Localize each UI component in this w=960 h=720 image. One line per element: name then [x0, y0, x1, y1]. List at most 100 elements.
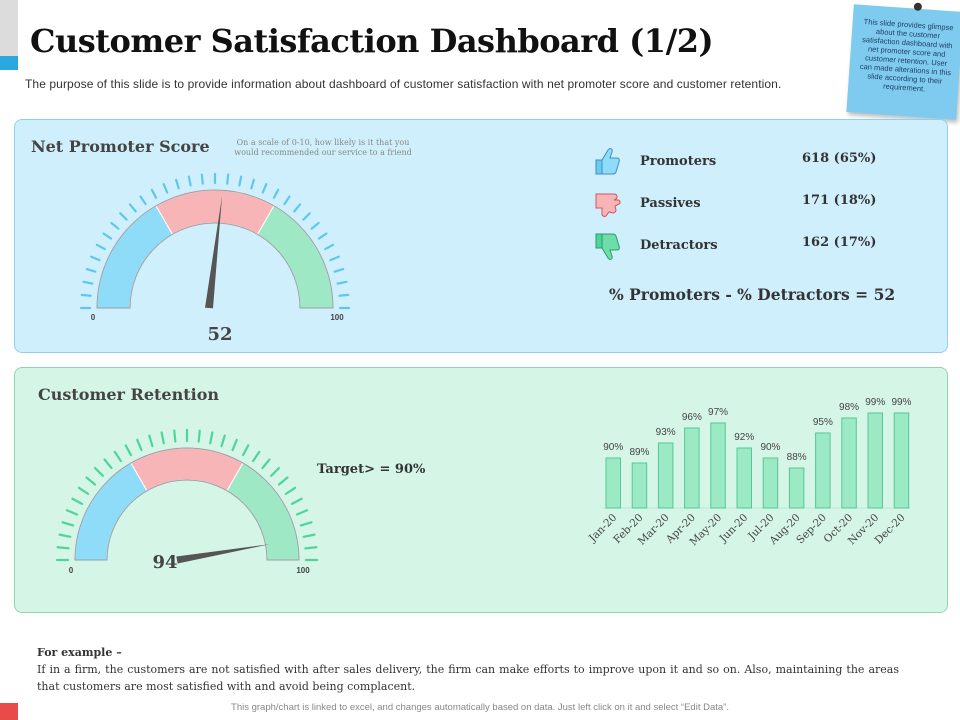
nps-gauge-tick [329, 255, 340, 262]
nps-gauge-tick [238, 175, 243, 187]
bar-Dec-20 [893, 412, 910, 509]
ret-gauge-tick [85, 476, 97, 486]
bar-Jul-20 [762, 457, 779, 509]
ret-gauge-tick [295, 509, 309, 516]
ret-gauge-tick [136, 438, 143, 452]
nps-gauge-outline [96, 189, 334, 309]
ret-gauge-tick [71, 497, 84, 506]
nps-gauge-tick [317, 232, 328, 240]
nps-gauge-tick [200, 173, 204, 185]
retention-panel: Customer Retention 0 100 94 Target> = 90% … [14, 367, 948, 613]
example-heading: For example – [37, 646, 122, 659]
nps-panel: Net Promoter Score On a scale of 0-10, h… [14, 119, 948, 353]
hand-icon [595, 193, 621, 217]
legend-value: 171 (18%) [802, 193, 877, 208]
example-body: If in a firm, the customers are not sati… [37, 663, 899, 693]
sticky-note: This slide provides glimpse about the cu… [846, 2, 960, 120]
ret-gauge-tick [290, 497, 303, 506]
retention-gauge: 0 100 94 [55, 428, 319, 575]
bar-value-label: 89% [629, 447, 649, 458]
legend-label: Detractors [640, 238, 718, 253]
ret-gauge-tick [160, 431, 165, 445]
bar-Oct-20 [841, 417, 857, 509]
bar-value-label: 93% [656, 427, 676, 438]
ret-gauge-tick [277, 476, 289, 486]
bar-value-label: 97% [708, 407, 728, 418]
ret-gauge-tick [58, 533, 72, 538]
ret-gauge-tick [113, 450, 122, 463]
ret-gauge-tick [284, 486, 297, 495]
page-title: Customer Satisfaction Dashboard (1/2) [30, 22, 714, 60]
bar-Aug-20 [788, 467, 805, 509]
nps-gauge-tick [250, 178, 255, 190]
ret-gauge-needle [176, 544, 270, 564]
legend-row-detractors: Detractors 162 (17%) [593, 230, 893, 260]
thumbs-up-icon [595, 148, 620, 175]
nps-gauge-tick [324, 243, 335, 251]
nps-gauge-tick [162, 183, 169, 194]
nps-gauge-tick [283, 195, 291, 206]
ret-gauge-tick [220, 434, 226, 448]
pin-icon [913, 2, 923, 12]
nps-gauge-tick [110, 221, 120, 230]
bar-value-label: 88% [787, 452, 807, 463]
bar-value-label: 92% [734, 432, 754, 443]
retention-target: Target> = 90% [317, 462, 426, 477]
nps-gauge-max-label: 100 [330, 313, 344, 322]
nps-title: Net Promoter Score [31, 137, 210, 156]
nps-gauge: 0 100 52 [79, 172, 351, 345]
nps-gauge-needle [205, 196, 223, 309]
ret-gauge-tick [261, 458, 271, 470]
bar-May-20 [710, 422, 726, 509]
nps-gauge-tick [128, 203, 137, 213]
ret-gauge-tick [103, 458, 113, 470]
legend-label: Promoters [640, 154, 717, 169]
nps-gauge-tick [150, 188, 158, 199]
bar-Jun-20 [736, 447, 752, 509]
nps-gauge-tick [85, 268, 97, 273]
footer-note: This graph/chart is linked to excel, and… [231, 702, 729, 713]
ret-gauge-tick [270, 466, 281, 477]
ret-gauge-tick [93, 466, 104, 477]
ret-gauge-tick [299, 521, 313, 527]
ret-gauge-tick [56, 546, 70, 550]
ret-gauge-tick [252, 450, 261, 463]
nps-gauge-tick [293, 203, 302, 213]
ret-gauge-tick [173, 429, 177, 443]
ret-gauge-tick [77, 486, 90, 495]
bar-value-label: 90% [603, 442, 623, 453]
nps-gauge-tick [272, 188, 280, 199]
nps-gauge-tick [302, 212, 311, 221]
nps-gauge-tick [333, 268, 345, 273]
legend-label: Passives [640, 196, 701, 211]
legend-value: 162 (17%) [802, 235, 877, 250]
ret-gauge-tick [231, 438, 238, 452]
nps-gauge-tick [139, 195, 147, 206]
nps-question: On a scale of 0-10, how likely is it tha… [234, 138, 412, 157]
nps-gauge-tick [336, 280, 348, 285]
bar-Nov-20 [867, 412, 883, 509]
ret-gauge-min-label: 0 [69, 566, 74, 575]
ret-gauge-tick [65, 509, 79, 516]
thumbs-down-icon [595, 233, 620, 260]
bar-value-label: 95% [813, 417, 833, 428]
bar-value-label: 90% [760, 442, 780, 453]
nps-gauge-tick [226, 173, 230, 185]
nps-gauge-min-label: 0 [91, 313, 96, 322]
nps-gauge-tick [90, 255, 101, 262]
nps-gauge-tick [95, 243, 106, 251]
nps-gauge-band-mid [155, 189, 275, 236]
ret-gauge-max-label: 100 [296, 566, 310, 575]
nps-gauge-tick [261, 183, 268, 194]
left-decor-strip [0, 0, 18, 58]
bar-Mar-20 [657, 442, 674, 509]
bar-value-label: 96% [682, 412, 702, 423]
bar-Jan-20 [605, 457, 621, 509]
nps-gauge-tick [119, 212, 128, 221]
ret-gauge-tick [302, 533, 316, 538]
ret-gauge-tick [304, 546, 318, 550]
bar-value-label: 99% [865, 397, 885, 408]
nps-gauge-tick [175, 178, 180, 190]
ret-gauge-tick [197, 429, 201, 443]
retention-bar-chart: 90%Jan-2089%Feb-2093%Mar-2096%Apr-2097%M… [586, 397, 912, 548]
